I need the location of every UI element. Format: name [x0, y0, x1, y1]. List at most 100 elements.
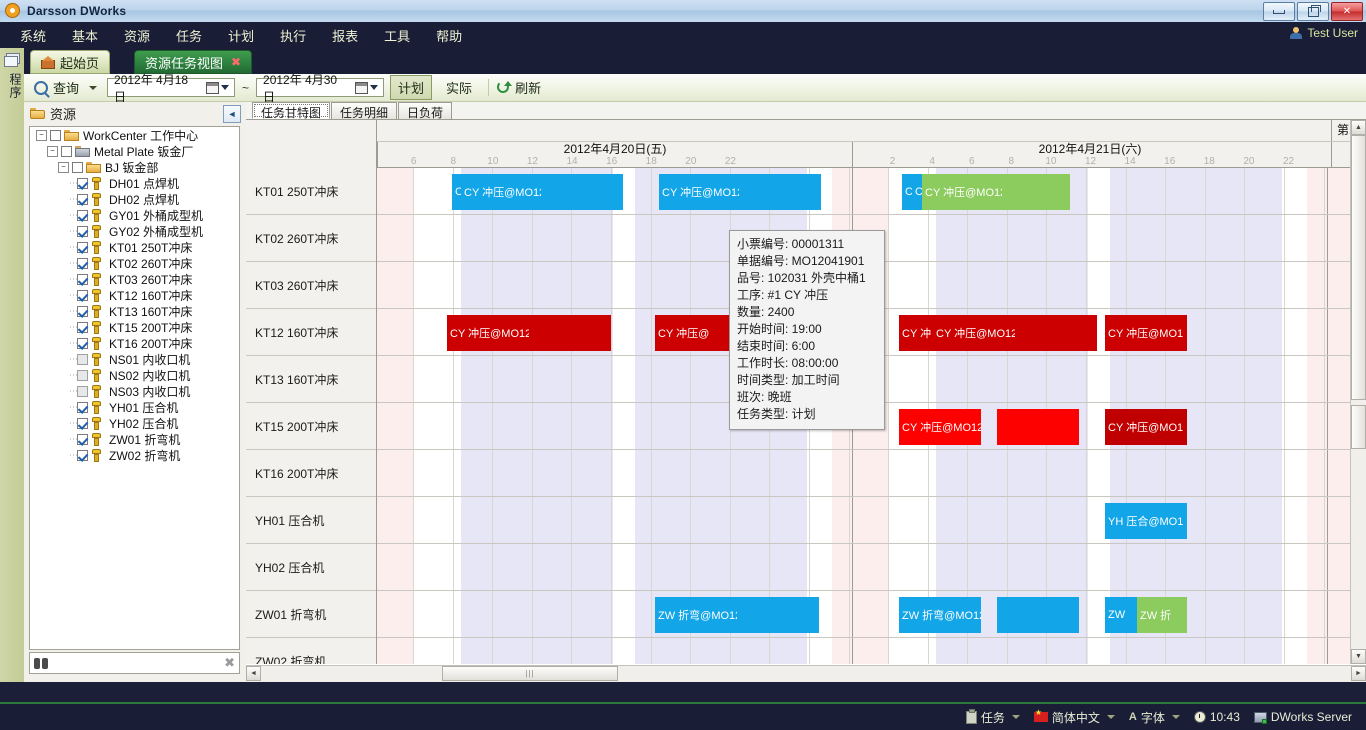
- gantt-task-bar[interactable]: [1002, 174, 1070, 210]
- tree-checkbox[interactable]: [77, 401, 88, 413]
- tree-node[interactable]: ⋯ NS01 内收口机: [30, 351, 239, 367]
- gantt-row-label[interactable]: ZW01 折弯机: [246, 591, 376, 638]
- current-user[interactable]: Test User: [1290, 26, 1358, 40]
- menu-item-7[interactable]: 报表: [332, 28, 359, 44]
- tree-expander-icon[interactable]: −: [36, 129, 47, 141]
- gantt-task-bar[interactable]: C: [912, 174, 922, 210]
- tree-node[interactable]: ⋯ KT16 200T冲床: [30, 335, 239, 351]
- gantt-row-label[interactable]: KT03 260T冲床: [246, 262, 376, 309]
- tree-checkbox[interactable]: [77, 433, 88, 445]
- tree-checkbox[interactable]: [77, 449, 88, 461]
- tree-checkbox[interactable]: [77, 209, 88, 221]
- gantt-row-label[interactable]: KT16 200T冲床: [246, 450, 376, 497]
- tree-checkbox[interactable]: [77, 321, 88, 333]
- gantt-horizontal-scrollbar[interactable]: ◄ ||| ►: [246, 665, 1366, 682]
- date-to-caret-icon[interactable]: [370, 85, 379, 90]
- tree-node[interactable]: ⋯ DH02 点焊机: [30, 191, 239, 207]
- menu-item-8[interactable]: 工具: [384, 28, 411, 44]
- tree-checkbox[interactable]: [77, 241, 88, 253]
- gantt-row-label[interactable]: YH01 压合机: [246, 497, 376, 544]
- gantt-task-bar[interactable]: CY 冲压@MO12041904: [447, 315, 529, 351]
- gantt-task-bar[interactable]: [529, 315, 611, 351]
- gantt-task-bar[interactable]: CY 冲压@MO1: [1105, 315, 1187, 351]
- gantt-task-bar[interactable]: ZW 折: [1137, 597, 1187, 633]
- gantt-task-bar[interactable]: [739, 174, 821, 210]
- date-from-caret-icon[interactable]: [221, 85, 230, 90]
- gantt-task-bar[interactable]: CY 冲压@MO12041901: [461, 174, 541, 210]
- tree-expander-icon[interactable]: −: [47, 145, 58, 157]
- tree-node[interactable]: ⋯ KT15 200T冲床: [30, 319, 239, 335]
- gantt-row-label[interactable]: KT12 160T冲床: [246, 309, 376, 356]
- calendar-icon[interactable]: [206, 81, 220, 94]
- gantt-task-bar[interactable]: CY 冲压@: [655, 315, 737, 351]
- gantt-task-bar[interactable]: CY 冲压@MO1: [1105, 409, 1187, 445]
- refresh-icon[interactable]: [497, 80, 513, 95]
- refresh-button-label[interactable]: 刷新: [515, 81, 542, 96]
- gantt-task-bar[interactable]: C: [452, 174, 461, 210]
- tree-node[interactable]: ⋯ YH01 压合机: [30, 399, 239, 415]
- collapse-panel-button[interactable]: ◄: [223, 105, 241, 123]
- gantt-row-label[interactable]: KT01 250T冲床: [246, 168, 376, 215]
- tree-checkbox[interactable]: [61, 145, 72, 157]
- gantt-task-bar[interactable]: ZW 折弯@MO12041901: [899, 597, 981, 633]
- status-item-4[interactable]: 10:43: [1193, 710, 1240, 724]
- scroll-left-button[interactable]: ◄: [246, 666, 261, 681]
- tree-expander-icon[interactable]: −: [58, 161, 69, 173]
- menu-item-2[interactable]: 基本: [72, 28, 99, 44]
- gantt-task-bar[interactable]: [1015, 315, 1097, 351]
- menu-item-6[interactable]: 执行: [280, 28, 307, 44]
- tree-checkbox[interactable]: [72, 161, 83, 173]
- query-dropdown-caret-icon[interactable]: [89, 85, 98, 90]
- gantt-hscroll-thumb[interactable]: |||: [442, 666, 618, 681]
- tree-checkbox[interactable]: [77, 177, 88, 189]
- gantt-task-bar[interactable]: CY 冲压@MO12041901: [659, 174, 739, 210]
- tab-close-icon[interactable]: ✖: [231, 55, 242, 69]
- gantt-row-label[interactable]: KT15 200T冲床: [246, 403, 376, 450]
- gantt-task-bar[interactable]: [737, 597, 819, 633]
- resource-tree[interactable]: − WorkCenter 工作中心 − Metal Plate 钣金厂 − BJ 钣金部 ⋯…: [29, 126, 240, 650]
- gantt-task-bar[interactable]: YH 压合@MO1: [1105, 503, 1187, 539]
- menu-item-9[interactable]: 帮助: [436, 28, 463, 44]
- tree-node[interactable]: ⋯ ZW02 折弯机: [30, 447, 239, 463]
- gantt-task-bar[interactable]: ZW 折弯@MO12041901: [655, 597, 737, 633]
- gantt-vertical-scrollbar[interactable]: ▲ ▼: [1350, 120, 1366, 664]
- chevron-down-icon[interactable]: [1106, 715, 1115, 719]
- gantt-row-label[interactable]: ZW02 折弯机: [246, 638, 376, 665]
- tab-start-page[interactable]: 起始页: [30, 50, 111, 74]
- tab-resource-task-view[interactable]: 资源任务视图 ✖: [134, 50, 253, 74]
- tree-node[interactable]: ⋯ KT13 160T冲床: [30, 303, 239, 319]
- gantt-task-bar[interactable]: CY 冲: [899, 315, 933, 351]
- tree-checkbox[interactable]: [77, 337, 88, 349]
- tree-node[interactable]: ⋯ NS03 内收口机: [30, 383, 239, 399]
- actual-mode-button[interactable]: 实际: [446, 81, 473, 96]
- tree-node[interactable]: ⋯ GY01 外桶成型机: [30, 207, 239, 223]
- tree-node[interactable]: ⋯ ZW01 折弯机: [30, 431, 239, 447]
- gantt-vscroll-thumb-2[interactable]: [1351, 405, 1366, 449]
- tree-node[interactable]: ⋯ NS02 内收口机: [30, 367, 239, 383]
- tree-checkbox[interactable]: [77, 305, 88, 317]
- gantt-row-label[interactable]: KT02 260T冲床: [246, 215, 376, 262]
- scroll-down-button[interactable]: ▼: [1351, 649, 1366, 664]
- tree-node[interactable]: ⋯ KT03 260T冲床: [30, 271, 239, 287]
- tree-node[interactable]: ⋯ KT12 160T冲床: [30, 287, 239, 303]
- chevron-down-icon[interactable]: [1171, 715, 1180, 719]
- tree-node[interactable]: − WorkCenter 工作中心: [30, 127, 239, 143]
- tree-checkbox[interactable]: [77, 225, 88, 237]
- menu-item-3[interactable]: 资源: [124, 28, 151, 44]
- binoculars-icon[interactable]: [34, 657, 48, 669]
- status-item-5[interactable]: DWorks Server: [1253, 710, 1352, 724]
- scroll-up-button[interactable]: ▲: [1351, 120, 1366, 135]
- calendar-icon[interactable]: [355, 81, 369, 94]
- gantt-task-bar[interactable]: CY 冲压@MO12041902: [922, 174, 1002, 210]
- search-icon[interactable]: [34, 80, 48, 95]
- gantt-vscroll-thumb[interactable]: [1351, 135, 1366, 400]
- view-tab-2[interactable]: 任务明细: [331, 102, 398, 120]
- gantt-task-bar[interactable]: [997, 409, 1079, 445]
- tree-checkbox[interactable]: [77, 353, 88, 365]
- gantt-canvas[interactable]: CCY 冲压@MO12041901CY 冲压@MO12041901CCCY 冲压…: [377, 168, 1366, 664]
- plan-mode-button[interactable]: 计划: [390, 75, 433, 100]
- close-button[interactable]: ✕: [1331, 2, 1363, 21]
- gantt-task-bar[interactable]: [997, 597, 1079, 633]
- menu-item-1[interactable]: 系统: [20, 28, 47, 44]
- gantt-task-bar[interactable]: CY 冲压@MO12041903: [899, 409, 981, 445]
